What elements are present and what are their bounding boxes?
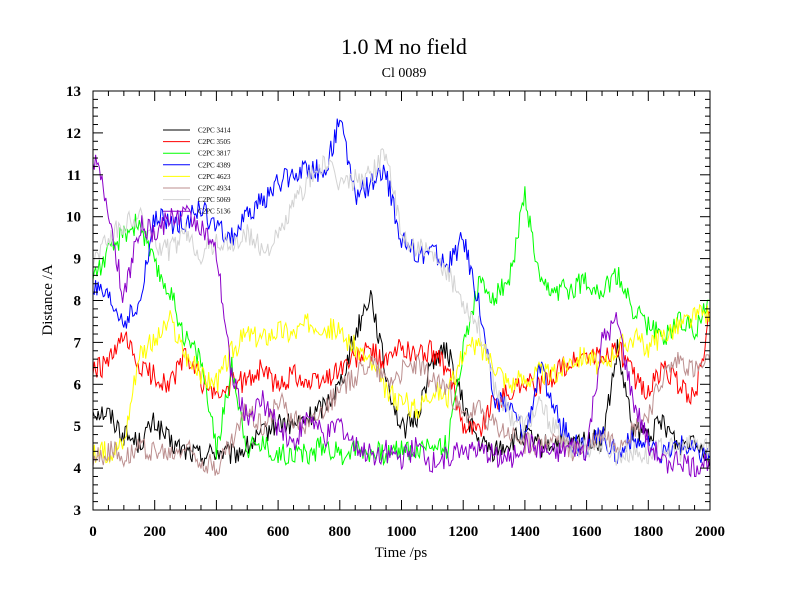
legend-label: C2PC 3414 <box>198 127 231 135</box>
legend-label: C2PC 4389 <box>198 161 231 169</box>
y-tick-label: 3 <box>74 503 82 519</box>
series-line-c2pc-5069 <box>92 148 711 466</box>
series-line-c2pc-5136 <box>92 154 711 478</box>
series-line-c2pc-4623 <box>92 303 711 464</box>
legend-label: C2PC 3505 <box>198 138 231 146</box>
series-line-c2pc-4389 <box>92 118 711 465</box>
legend: C2PC 3414 C2PC 3505 C2PC 3817 C2PC 4389 C2PC… <box>163 127 231 216</box>
legend-label: C2PC 4623 <box>198 173 231 181</box>
x-tick-label: 800 <box>329 524 352 540</box>
chart-subtitle: Cl 0089 <box>382 66 427 81</box>
x-tick-label: 1600 <box>572 524 602 540</box>
x-tick-label: 200 <box>143 524 166 540</box>
x-tick-label: 1200 <box>448 524 478 540</box>
y-tick-label: 8 <box>74 294 82 310</box>
y-axis: 3 4 5 6 7 8 9 10 11 12 13 <box>66 84 710 519</box>
series-line-c2pc-3414 <box>92 290 711 467</box>
legend-label: C2PC 4934 <box>198 185 231 193</box>
y-tick-label: 5 <box>74 419 82 435</box>
legend-label: C2PC 3817 <box>198 150 231 158</box>
y-tick-label: 7 <box>74 335 82 351</box>
chart-title: 1.0 M no field <box>341 34 467 59</box>
y-tick-label: 11 <box>67 168 81 184</box>
legend-label: C2PC 5069 <box>198 196 231 204</box>
y-tick-label: 13 <box>66 84 81 100</box>
series-line-c2pc-4934 <box>92 351 711 476</box>
y-tick-label: 9 <box>74 252 82 268</box>
legend-label: C2PC 5136 <box>198 208 231 216</box>
x-tick-label: 1800 <box>633 524 663 540</box>
x-tick-label: 600 <box>267 524 290 540</box>
y-tick-label: 6 <box>74 377 82 393</box>
x-axis: 0 200 400 600 800 1000 1200 1400 1600 1800 2000 <box>89 91 725 540</box>
x-tick-label: 400 <box>205 524 228 540</box>
y-tick-label: 12 <box>66 126 81 142</box>
y-tick-label: 4 <box>74 461 82 477</box>
series-line-c2pc-3817 <box>92 186 711 467</box>
x-tick-label: 1000 <box>387 524 417 540</box>
y-axis-label: Distance /A <box>40 264 56 335</box>
x-tick-label: 2000 <box>695 524 725 540</box>
x-tick-label: 0 <box>89 524 97 540</box>
x-axis-label: Time /ps <box>375 545 428 561</box>
series-group <box>92 118 711 478</box>
x-tick-label: 1400 <box>510 524 540 540</box>
y-tick-label: 10 <box>66 210 81 226</box>
